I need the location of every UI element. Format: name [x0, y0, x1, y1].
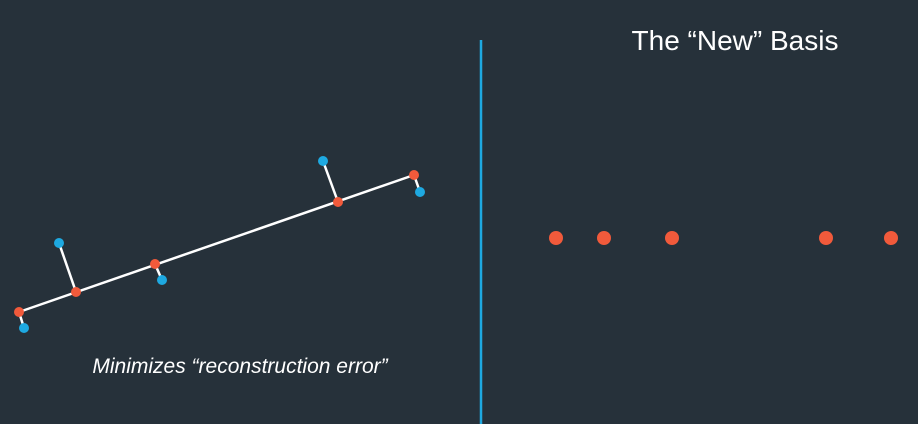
basis-point: [665, 231, 679, 245]
basis-point: [819, 231, 833, 245]
caption: Minimizes “reconstruction error”: [92, 355, 388, 378]
basis-point: [597, 231, 611, 245]
projected-point: [409, 170, 419, 180]
projected-point: [150, 259, 160, 269]
basis-point: [884, 231, 898, 245]
residual-line: [321, 160, 340, 203]
original-point: [318, 156, 328, 166]
original-point: [157, 275, 167, 285]
residual-line: [57, 242, 78, 293]
original-points: [19, 156, 425, 333]
residual-lines: [17, 160, 422, 329]
original-point: [54, 238, 64, 248]
projection-panel: Minimizes “reconstruction error”: [14, 156, 425, 378]
original-point: [415, 187, 425, 197]
original-point: [19, 323, 29, 333]
projected-point: [71, 287, 81, 297]
projected-points: [14, 170, 419, 317]
new-basis-panel: The “New” Basis: [549, 25, 898, 245]
basis-point: [549, 231, 563, 245]
basis-points: [549, 231, 898, 245]
panel-title: The “New” Basis: [632, 25, 839, 56]
projected-point: [14, 307, 24, 317]
principal-component-line: [18, 173, 415, 314]
projected-point: [333, 197, 343, 207]
